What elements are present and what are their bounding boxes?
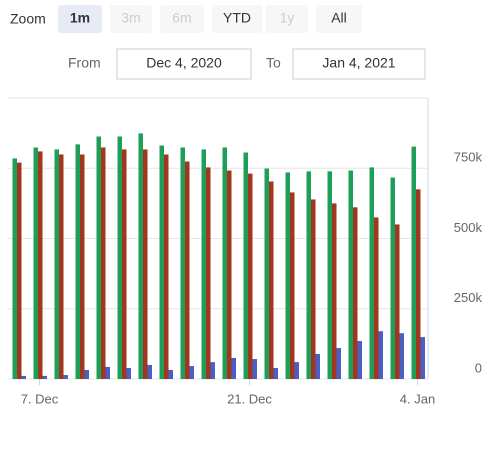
bar — [63, 375, 68, 379]
bar — [231, 357, 236, 379]
bar — [273, 368, 278, 379]
bar — [336, 348, 341, 379]
x-tick-label: 4. Jan — [400, 391, 435, 406]
bar — [315, 353, 320, 379]
bar — [180, 147, 185, 379]
range-button — [160, 5, 204, 33]
bar — [138, 133, 143, 379]
y-tick-label: 0 — [475, 360, 482, 375]
range-button-label: 3m — [121, 10, 140, 26]
bar — [84, 370, 89, 379]
x-tick-label: 7. Dec — [21, 391, 59, 406]
bar — [159, 145, 164, 379]
range-button-label[interactable]: 1m — [70, 10, 90, 26]
bar — [311, 199, 316, 379]
to-value[interactable]: Jan 4, 2021 — [322, 55, 395, 71]
bar — [201, 149, 206, 379]
bar — [227, 170, 232, 379]
bar — [33, 147, 38, 379]
to-input[interactable] — [292, 48, 426, 80]
y-tick-label: 750k — [454, 150, 483, 165]
bar — [75, 144, 80, 379]
x-tick-label: 21. Dec — [227, 391, 272, 406]
bar — [248, 173, 253, 379]
from-value[interactable]: Dec 4, 2020 — [146, 55, 222, 71]
bar — [285, 172, 290, 379]
range-button — [266, 5, 308, 33]
bar — [374, 217, 379, 379]
bar — [59, 154, 64, 379]
bar — [105, 366, 110, 379]
bar — [80, 154, 85, 379]
bar — [306, 171, 311, 379]
bar — [327, 171, 332, 379]
bar — [210, 362, 215, 379]
bar — [378, 331, 383, 379]
bar — [369, 167, 374, 379]
bar — [290, 192, 295, 379]
bar — [54, 149, 59, 379]
range-button-label[interactable]: YTD — [223, 10, 251, 26]
from-input[interactable] — [116, 48, 252, 80]
bar — [168, 370, 173, 379]
bar — [117, 136, 122, 379]
range-button[interactable] — [316, 5, 362, 33]
bar — [395, 224, 400, 379]
range-button — [110, 5, 152, 33]
bar — [252, 359, 257, 379]
range-button-label: 1y — [280, 10, 295, 26]
zoom-label: Zoom — [10, 11, 46, 27]
bar — [38, 151, 43, 379]
bar — [243, 152, 248, 379]
from-label: From — [68, 55, 101, 71]
bar — [122, 149, 127, 379]
to-label: To — [266, 55, 281, 71]
bar — [348, 170, 353, 379]
range-button-label[interactable]: All — [331, 10, 347, 26]
bar — [101, 147, 106, 379]
bar — [12, 158, 17, 379]
bar — [416, 189, 421, 379]
y-tick-label: 500k — [454, 220, 483, 235]
bar — [353, 207, 358, 379]
bar — [390, 177, 395, 379]
bar — [143, 149, 148, 379]
range-button[interactable] — [58, 5, 102, 33]
bar — [96, 136, 101, 379]
bar — [206, 167, 211, 379]
bar — [42, 375, 47, 379]
bar — [269, 181, 274, 379]
bar — [17, 162, 22, 379]
bar — [399, 333, 404, 379]
bar — [189, 366, 194, 379]
y-tick-label: 250k — [454, 290, 483, 305]
bar — [264, 168, 269, 379]
bar — [126, 368, 131, 379]
bar — [222, 147, 227, 379]
bar — [185, 161, 190, 379]
bar — [411, 146, 416, 379]
bar — [164, 154, 169, 379]
bar — [294, 362, 299, 379]
bar — [357, 341, 362, 379]
bar — [332, 203, 337, 379]
bar — [147, 364, 152, 379]
bar — [420, 337, 425, 379]
range-button-label: 6m — [172, 10, 191, 26]
bar — [21, 375, 26, 379]
range-button[interactable] — [212, 5, 262, 33]
